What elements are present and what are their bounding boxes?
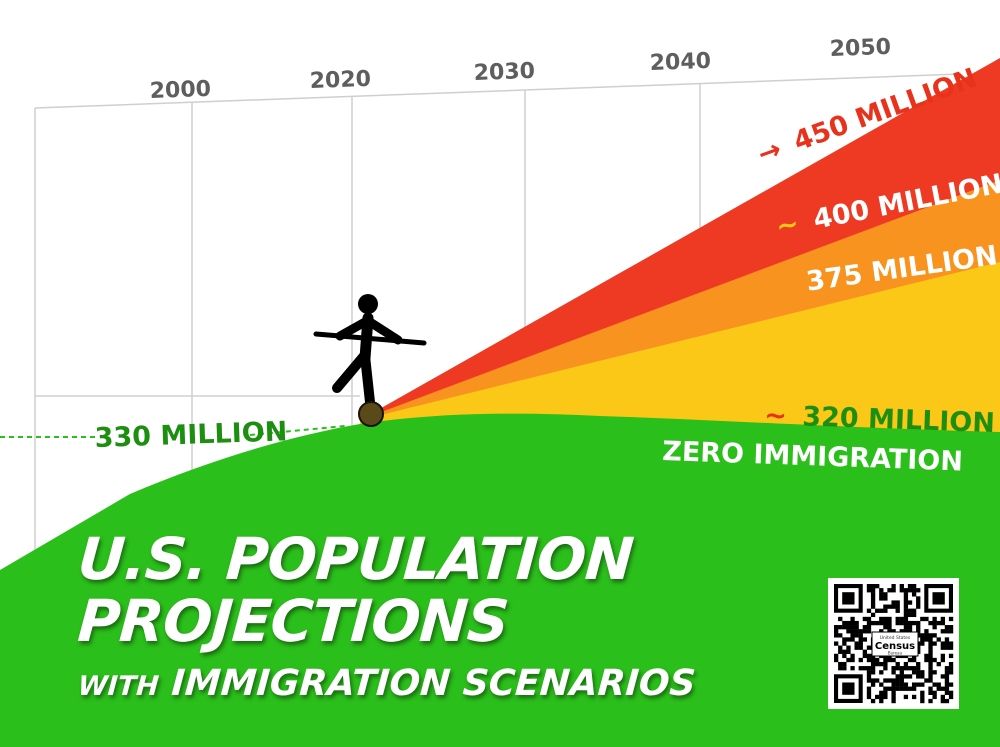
subtitle-prefix: WITH: [76, 671, 160, 702]
label-450-prefix: →: [754, 134, 786, 171]
figure-arm-left: [335, 317, 370, 341]
qr-census-main: Census: [875, 641, 915, 652]
x-tick-2000: 2000: [149, 77, 211, 104]
x-tick-2040: 2040: [649, 49, 711, 76]
x-tick-2030: 2030: [473, 59, 535, 86]
x-axis-labels: 2000 2020 2030 2040 2050: [149, 35, 891, 104]
figure-leg-left: [332, 351, 369, 393]
x-tick-2050: 2050: [829, 35, 891, 62]
subtitle: WITH IMMIGRATION SCENARIOS: [76, 662, 697, 709]
subtitle-main: IMMIGRATION SCENARIOS: [170, 663, 697, 704]
title-line-1: U.S. POPULATION: [75, 525, 636, 593]
figure-head: [358, 294, 378, 314]
x-tick-2020: 2020: [309, 67, 371, 94]
label-320-prefix: ~: [764, 400, 788, 432]
label-400-prefix: ~: [773, 208, 801, 243]
qr-census-bottom: Bureau: [888, 651, 903, 656]
qr-center-badge: [871, 631, 919, 657]
label-320-text: 320 MILLION: [802, 401, 996, 439]
grid-top-line: [34, 73, 961, 109]
chart-grid: [34, 73, 961, 560]
label-375-prefix: ~: [767, 269, 794, 303]
current-population-dashed-line-right: [249, 425, 346, 436]
title-line-2: PROJECTIONS: [75, 587, 511, 655]
infographic-title: U.S. POPULATION PROJECTIONS WITH IMMIGRA…: [75, 525, 697, 709]
figure-leg-right: [360, 351, 375, 407]
tightrope-walker-figure: [313, 294, 427, 427]
qr-census-top: United States: [880, 635, 911, 641]
current-population-label: 330 MILLION: [94, 416, 288, 454]
figure-arm-right: [365, 317, 403, 345]
census-qr-code[interactable]: United States Census Bureau: [828, 578, 959, 709]
band-zero-immigration: [0, 413, 1000, 747]
label-320-million: ~ 320 MILLION: [764, 400, 996, 439]
balance-ball: [358, 401, 384, 427]
